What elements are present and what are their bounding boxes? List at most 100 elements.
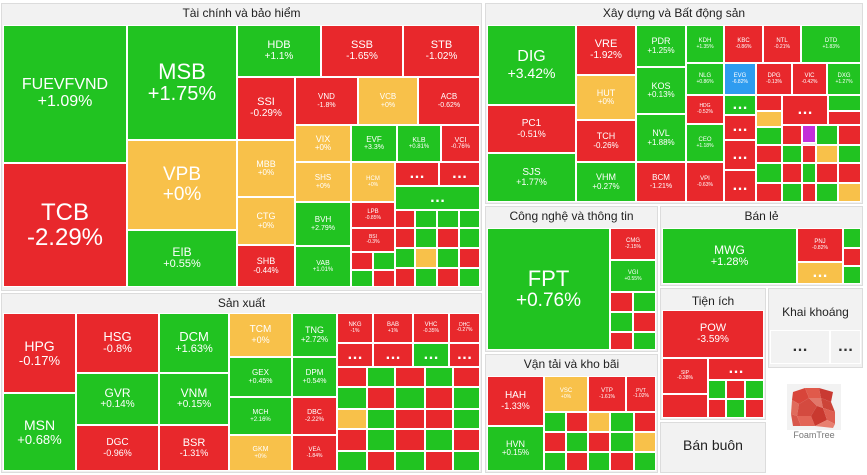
tile-mosaic-transport-cell[interactable] [610, 452, 634, 471]
tile-mosaic-manufacturing-cell[interactable] [395, 451, 425, 471]
tile-mosaic-realestate-cell[interactable] [816, 145, 838, 163]
tile-bcm[interactable]: BCM -1.21% [636, 162, 686, 202]
tile-gkm[interactable]: GKM +0% [229, 435, 292, 471]
tile-mosaic-manufacturing-cell[interactable] [425, 451, 453, 471]
tile-bvh[interactable]: BVH +2.79% [295, 202, 351, 246]
tile-mosaic-realestate-cell[interactable] [782, 183, 802, 202]
tile-mosaic-retail-cell[interactable] [843, 228, 861, 248]
tile-dgc[interactable]: DGC -0.96% [76, 425, 159, 471]
tile-cmg[interactable]: CMG -2.15% [610, 228, 656, 260]
tile-bsr[interactable]: BSR -1.31% [159, 425, 229, 471]
tile-mosaic-transport-cell[interactable] [588, 432, 610, 452]
tile-eib[interactable]: EIB +0.55% [127, 230, 237, 287]
tile-ceo[interactable]: CEO +1.18% [686, 124, 724, 162]
tile-mch[interactable]: MCH +2.16% [229, 397, 292, 435]
tile-ssi[interactable]: SSI -0.29% [237, 77, 295, 140]
tile-hcm[interactable]: HCM +0% [351, 162, 395, 202]
tile-msb[interactable]: MSB +1.75% [127, 25, 237, 140]
tile-mosaic-realestate-cell[interactable] [756, 145, 782, 163]
tile-mosaic-manufacturing-cell[interactable] [367, 409, 395, 429]
tile-mosaic-utilities-cell[interactable] [662, 394, 708, 418]
tile-dxg[interactable]: DXG +1.27% [827, 63, 861, 95]
tile-mosaic-transport-cell[interactable] [610, 432, 634, 452]
tile-mosaic-manufacturing-cell[interactable] [425, 387, 453, 409]
tile-hsg[interactable]: HSG -0.8% [76, 313, 159, 373]
tile-sjs[interactable]: SJS +1.77% [487, 153, 576, 202]
tile-mosaic-utilities-cell[interactable] [726, 380, 745, 399]
tile-kos[interactable]: KOS +0.13% [636, 67, 686, 114]
tile-mosaic-manufacturing-cell[interactable] [337, 387, 367, 409]
tile-mosaic-realestate-cell[interactable] [782, 125, 802, 145]
tile-mosaic-realestate-cell[interactable] [816, 163, 838, 183]
sector-panel-wholesale[interactable]: Bán buôn [660, 422, 766, 473]
tile-pdr[interactable]: PDR +1.25% [636, 25, 686, 67]
tile-mosaic-manufacturing-cell[interactable] [367, 451, 395, 471]
tile-vic[interactable]: VIC -0.42% [792, 63, 827, 95]
tile-mosaic-finance-cell[interactable] [373, 252, 395, 270]
tile-mfg-more-4[interactable]: … [449, 343, 480, 367]
tile-hdb[interactable]: HDB +1.1% [237, 25, 321, 77]
tile-gex[interactable]: GEX +0.45% [229, 357, 292, 397]
tile-mosaic-finance-cell[interactable] [415, 268, 437, 287]
tile-mosaic-transport-cell[interactable] [610, 412, 634, 432]
tile-mosaic-realestate-cell[interactable] [756, 127, 782, 145]
tile-tch[interactable]: TCH -0.26% [576, 120, 636, 162]
tile-mosaic-realestate-cell[interactable] [756, 183, 782, 202]
tile-ntl[interactable]: NTL -0.21% [763, 25, 801, 63]
tile-gvr[interactable]: GVR +0.14% [76, 373, 159, 425]
tile-mosaic-realestate-cell[interactable] [802, 183, 816, 202]
tile-mosaic-utilities-cell[interactable] [708, 380, 726, 399]
tile-mosaic-finance-cell[interactable] [373, 270, 395, 287]
tile-tng[interactable]: TNG +2.72% [292, 313, 337, 357]
tile-bab[interactable]: BAB +1% [373, 313, 413, 343]
tile-mosaic-realestate-cell[interactable] [756, 163, 782, 183]
tile-vtp[interactable]: VTP -1.61% [588, 376, 626, 412]
tile-tcm[interactable]: TCM +0% [229, 313, 292, 357]
tile-vcb[interactable]: VCB +0% [358, 77, 418, 125]
tile-mosaic-realestate-cell[interactable] [828, 95, 861, 111]
tile-mosaic-tech-cell[interactable] [633, 292, 656, 312]
tile-fin-more-3[interactable]: … [395, 186, 480, 210]
tile-vea[interactable]: VEA -1.84% [292, 435, 337, 471]
tile-mosaic-manufacturing-cell[interactable] [395, 367, 425, 387]
tile-bsi[interactable]: BSI -0.3% [351, 228, 395, 252]
tile-mosaic-tech[interactable] [610, 292, 656, 350]
tile-mosaic-transport-cell[interactable] [634, 432, 656, 452]
tile-mosaic-manufacturing-cell[interactable] [453, 451, 480, 471]
tile-mosaic-realestate-cell[interactable] [802, 163, 816, 183]
tile-mosaic-finance-cell[interactable] [415, 248, 437, 268]
tile-vre[interactable]: VRE -1.92% [576, 25, 636, 75]
tile-vgi[interactable]: VGI +0.55% [610, 260, 656, 292]
tile-evf[interactable]: EVF +3.3% [351, 125, 397, 162]
tile-mining-more-1[interactable]: … [770, 330, 830, 364]
tile-mosaic-tech-cell[interactable] [610, 332, 633, 350]
tile-mosaic-retail[interactable] [843, 228, 861, 284]
tile-re-more-5[interactable]: … [782, 95, 828, 125]
tile-mosaic-retail-cell[interactable] [843, 266, 861, 284]
tile-nvl[interactable]: NVL +1.88% [636, 114, 686, 162]
tile-mosaic-utilities-cell[interactable] [708, 399, 726, 418]
tile-evg[interactable]: EVG -6.82% [724, 63, 756, 95]
tile-mosaic-finance-cell[interactable] [351, 270, 373, 287]
tile-pow[interactable]: POW -3.59% [662, 310, 764, 358]
tile-mosaic-manufacturing-cell[interactable] [367, 429, 395, 451]
tile-mining-more-2[interactable]: … [830, 330, 861, 364]
tile-dpm[interactable]: DPM +0.54% [292, 357, 337, 397]
tile-mosaic-manufacturing-cell[interactable] [337, 429, 367, 451]
tile-mosaic-transport-cell[interactable] [566, 412, 588, 432]
tile-ssb[interactable]: SSB -1.65% [321, 25, 403, 77]
tile-mosaic-manufacturing-cell[interactable] [453, 367, 480, 387]
tile-mosaic-transport-cell[interactable] [544, 432, 566, 452]
tile-vab[interactable]: VAB +1.01% [295, 246, 351, 287]
tile-hut[interactable]: HUT +0% [576, 75, 636, 120]
tile-mosaic-realestate-cell[interactable] [838, 183, 861, 202]
tile-mosaic-finance-cell[interactable] [459, 268, 480, 287]
tile-pnj[interactable]: PNJ -0.82% [797, 228, 843, 262]
tile-mosaic-manufacturing-cell[interactable] [395, 409, 425, 429]
tile-nlg[interactable]: NLG +0.86% [686, 63, 724, 95]
tile-mosaic-realestate-cell[interactable] [756, 111, 782, 127]
tile-mosaic-utilities[interactable] [662, 380, 764, 418]
tile-pvt[interactable]: PVT -1.02% [626, 376, 656, 412]
tile-mosaic-realestate-cell[interactable] [838, 145, 861, 163]
tile-mfg-more-1[interactable]: … [337, 343, 373, 367]
